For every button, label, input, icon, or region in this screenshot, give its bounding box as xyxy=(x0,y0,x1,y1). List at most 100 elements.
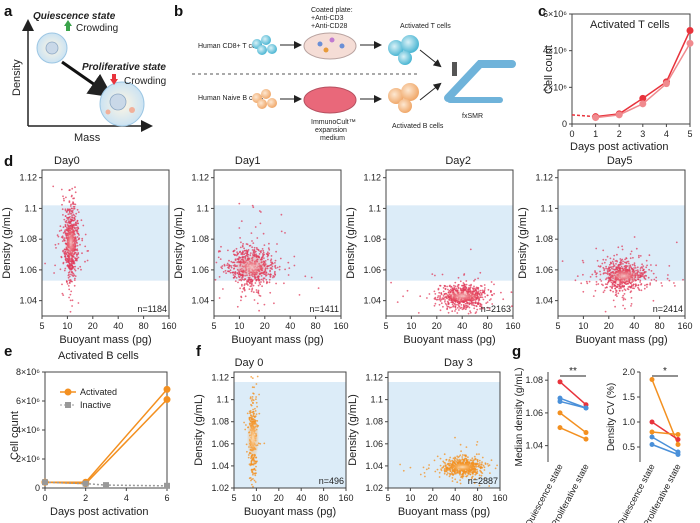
data-point xyxy=(249,285,252,288)
data-point xyxy=(65,196,67,199)
density-hotspot xyxy=(442,289,483,303)
data-point xyxy=(474,278,476,281)
data-point xyxy=(616,286,619,288)
data-point xyxy=(596,259,599,262)
data-point xyxy=(642,265,645,267)
y-axis-label: Cell count xyxy=(9,411,21,460)
data-point xyxy=(442,305,444,308)
data-point xyxy=(461,454,464,456)
data-point xyxy=(64,215,67,218)
x-tick-label: 4 xyxy=(124,493,129,503)
data-point xyxy=(57,243,60,245)
panel-c-label: c xyxy=(538,3,546,20)
data-point xyxy=(266,281,269,284)
data-point xyxy=(249,244,252,247)
data-point xyxy=(645,266,648,269)
data-point xyxy=(446,308,448,311)
data-point xyxy=(249,412,251,415)
y-tick-label: 1.04 xyxy=(19,296,37,306)
data-point xyxy=(451,303,454,306)
data-point xyxy=(648,268,650,271)
data-point xyxy=(458,309,460,311)
data-point xyxy=(624,298,627,301)
plot-frame xyxy=(213,169,342,317)
data-point xyxy=(643,271,646,274)
pair-line xyxy=(559,381,587,406)
data-point xyxy=(454,310,456,312)
data-point xyxy=(76,236,79,238)
coated-plate-label: Coated plate: xyxy=(311,7,353,14)
data-point xyxy=(595,283,598,286)
data-point xyxy=(442,290,445,293)
x-tick-label: 160 xyxy=(333,321,348,331)
data-point xyxy=(62,226,65,229)
data-point xyxy=(592,114,600,122)
data-point xyxy=(621,248,624,251)
data-point xyxy=(252,206,255,209)
x-tick-label: 10 xyxy=(251,493,261,503)
data-point xyxy=(250,468,253,471)
data-point xyxy=(620,265,623,268)
data-point xyxy=(232,250,235,253)
data-point xyxy=(477,286,480,289)
data-point xyxy=(623,265,626,268)
data-point xyxy=(293,255,296,258)
data-point xyxy=(254,469,257,472)
data-point xyxy=(640,283,642,286)
data-point xyxy=(62,294,65,296)
data-point xyxy=(446,285,448,288)
y-tick-label: 1.12 xyxy=(191,173,209,183)
data-point xyxy=(417,312,420,314)
data-point xyxy=(484,463,487,465)
x-tick-label: 160 xyxy=(338,493,353,503)
data-point xyxy=(419,295,422,298)
x-tick-label: 0 xyxy=(42,493,47,503)
y-tick-label: 1.08 xyxy=(535,234,553,244)
data-point xyxy=(621,245,623,248)
data-point xyxy=(242,243,245,245)
data-point xyxy=(259,222,262,225)
panel-title: Day1 xyxy=(235,155,261,167)
data-point xyxy=(79,265,82,268)
data-point xyxy=(450,285,453,288)
scatter-plot: Day0 n=1184 1.04 1.06 1.08 1.1 1.12 5 10 20 40 80 16… xyxy=(1,155,177,346)
data-point xyxy=(252,408,255,411)
data-point xyxy=(54,264,56,267)
data-point xyxy=(642,273,644,276)
data-point xyxy=(479,469,481,472)
data-point xyxy=(218,297,221,299)
data-point xyxy=(232,276,235,279)
data-point xyxy=(447,305,450,308)
data-point xyxy=(479,305,481,307)
data-point xyxy=(616,253,618,256)
data-point xyxy=(72,275,75,277)
data-point xyxy=(70,203,72,206)
plot-frame xyxy=(233,371,347,489)
series xyxy=(571,27,694,122)
data-point xyxy=(62,195,64,198)
x-tick-label: 160 xyxy=(677,321,692,331)
data-point xyxy=(59,268,62,271)
data-point xyxy=(465,280,468,282)
data-point xyxy=(638,256,640,259)
data-point xyxy=(81,237,84,240)
data-point xyxy=(633,264,636,266)
data-point xyxy=(478,453,480,455)
data-point xyxy=(261,285,263,288)
data-point xyxy=(611,267,613,270)
data-point xyxy=(293,264,296,267)
data-point xyxy=(583,405,589,411)
data-point xyxy=(258,282,261,284)
data-point xyxy=(274,267,277,269)
panel-g-label: g xyxy=(512,343,521,360)
y-tick-label: 0 xyxy=(35,483,40,493)
data-point xyxy=(274,270,276,273)
data-point xyxy=(639,271,641,274)
data-point xyxy=(602,284,604,287)
data-point xyxy=(473,285,475,288)
data-point xyxy=(477,300,480,302)
data-point xyxy=(622,304,624,307)
data-point xyxy=(471,457,474,460)
data-point xyxy=(61,283,63,286)
y-tick-label: 4×10⁶ xyxy=(543,46,567,56)
